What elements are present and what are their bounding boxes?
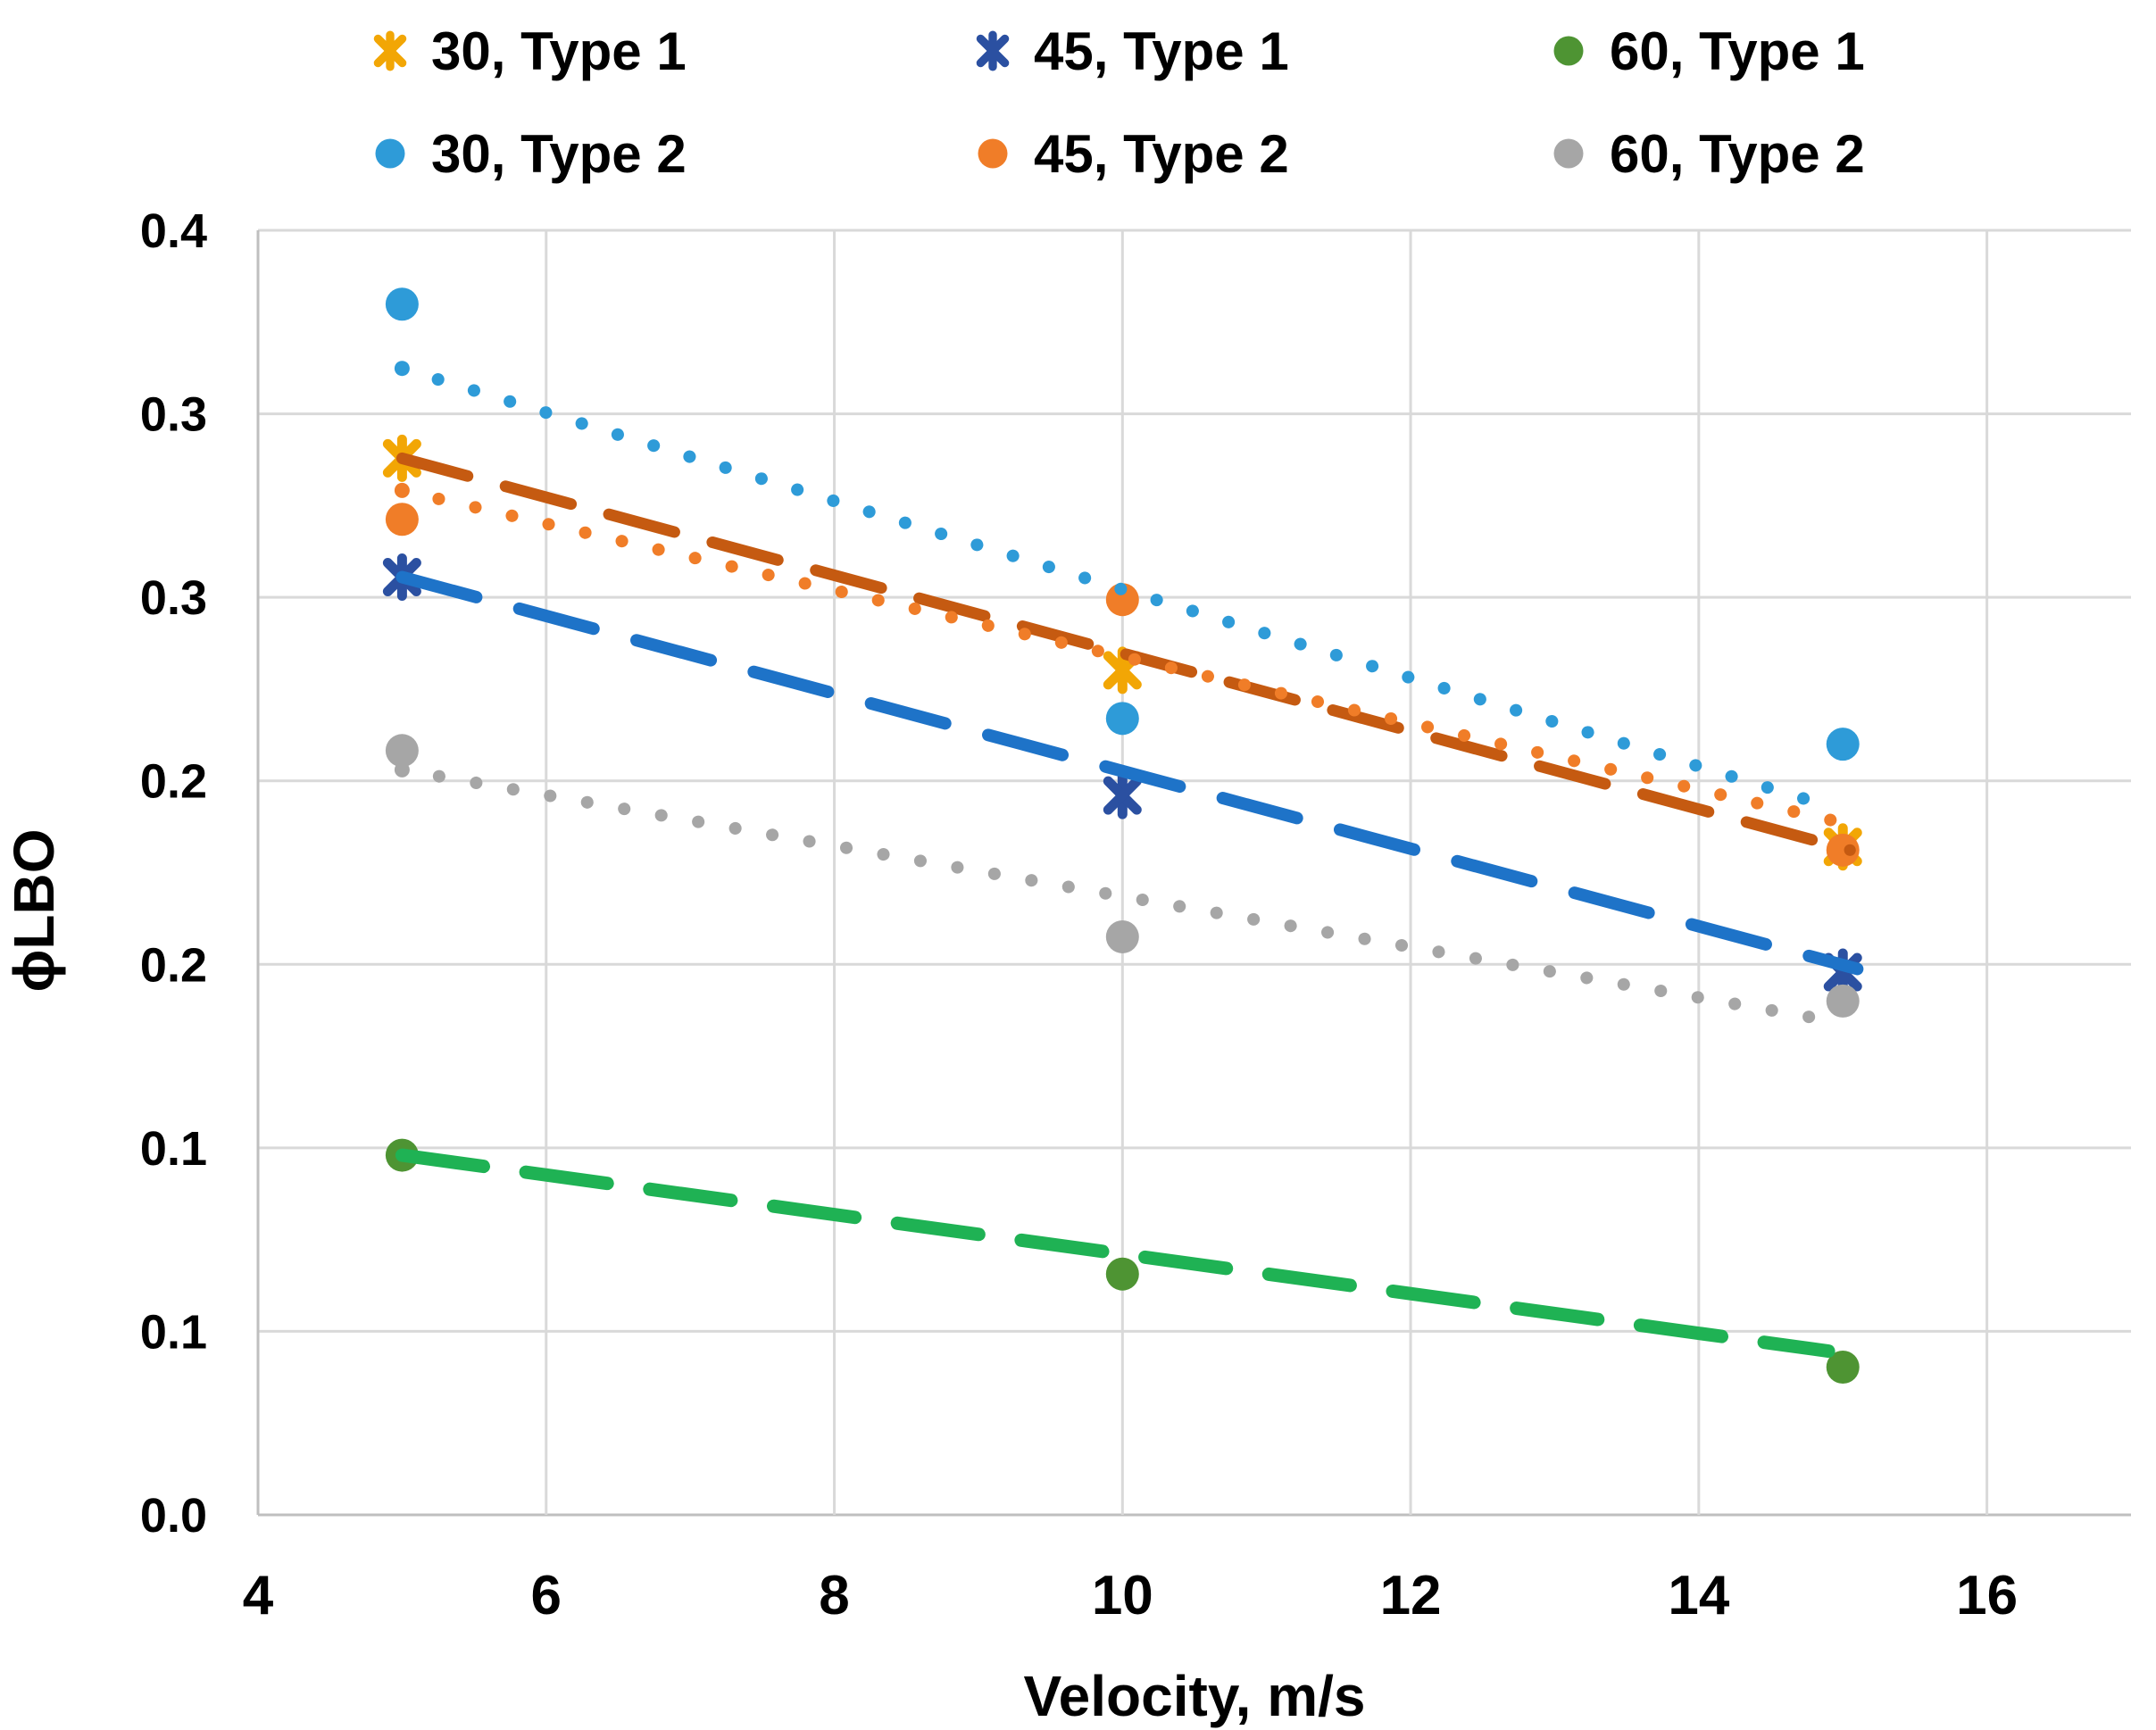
asterisk-marker xyxy=(373,30,407,71)
legend-marker-circle xyxy=(1553,138,1584,169)
data-point xyxy=(1826,728,1860,761)
legend-item xyxy=(1553,138,1584,169)
legend-marker-circle xyxy=(375,138,405,169)
asterisk-stroke xyxy=(373,34,407,68)
y-tick-label: 0.1 xyxy=(140,1305,207,1359)
x-tick-label: 10 xyxy=(1092,1565,1153,1626)
legend-label: 30, Type 1 xyxy=(431,21,687,81)
data-point xyxy=(385,503,419,536)
trendline-dotted xyxy=(395,763,1836,1027)
asterisk-stroke xyxy=(1103,776,1142,815)
legend-item xyxy=(375,138,405,169)
y-tick-label: 0.3 xyxy=(140,571,207,625)
data-point xyxy=(1105,919,1139,953)
data-point xyxy=(1826,984,1860,1018)
legend-item xyxy=(1553,36,1584,66)
data-point xyxy=(1826,833,1860,867)
data-point xyxy=(1105,583,1139,617)
trendline-dotted xyxy=(395,362,1843,815)
legend-label: 30, Type 2 xyxy=(431,124,687,184)
x-tick-label: 6 xyxy=(531,1565,562,1626)
legend-item xyxy=(976,30,1010,71)
x-tick-label: 8 xyxy=(819,1565,849,1626)
data-point xyxy=(1105,1257,1139,1291)
trendline-dashed xyxy=(395,1148,1836,1359)
x-tick-label: 16 xyxy=(1956,1565,2018,1626)
y-tick-label: 0.3 xyxy=(140,388,207,442)
y-tick-label: 0.4 xyxy=(140,204,207,258)
data-point xyxy=(385,734,419,768)
y-axis-title: ϕLBO xyxy=(2,828,66,992)
asterisk-marker xyxy=(976,30,1010,71)
x-tick-label: 4 xyxy=(243,1565,274,1626)
asterisk-marker xyxy=(1103,771,1142,819)
data-point xyxy=(1826,1351,1860,1385)
y-tick-label: 0.0 xyxy=(140,1489,207,1543)
legend-marker-circle xyxy=(978,138,1008,169)
legend-label: 45, Type 2 xyxy=(1034,124,1289,184)
y-tick-label: 0.2 xyxy=(140,938,207,992)
legend-marker-circle xyxy=(1553,36,1584,66)
y-tick-label: 0.2 xyxy=(140,755,207,809)
trendline-dashed xyxy=(395,570,1864,976)
legend-item xyxy=(373,30,407,71)
y-tick-label: 0.1 xyxy=(140,1122,207,1176)
data-point xyxy=(1105,702,1139,736)
legend-item xyxy=(978,138,1008,169)
legend-label: 60, Type 1 xyxy=(1610,21,1865,81)
x-axis-title: Velocity, m/s xyxy=(1024,1664,1366,1728)
data-point xyxy=(385,287,419,321)
x-tick-label: 14 xyxy=(1668,1565,1729,1626)
legend-label: 45, Type 1 xyxy=(1034,21,1289,81)
legend-label: 60, Type 2 xyxy=(1610,124,1865,184)
x-tick-label: 12 xyxy=(1380,1565,1442,1626)
trendline-dashed xyxy=(395,452,1856,856)
asterisk-stroke xyxy=(976,34,1010,68)
